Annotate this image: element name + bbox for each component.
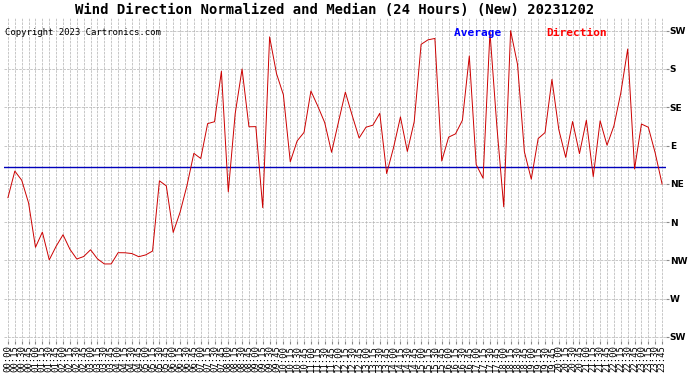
Text: Average: Average bbox=[454, 28, 508, 38]
Title: Wind Direction Normalized and Median (24 Hours) (New) 20231202: Wind Direction Normalized and Median (24… bbox=[75, 3, 595, 17]
Text: Copyright 2023 Cartronics.com: Copyright 2023 Cartronics.com bbox=[5, 28, 161, 37]
Text: Direction: Direction bbox=[546, 28, 607, 38]
